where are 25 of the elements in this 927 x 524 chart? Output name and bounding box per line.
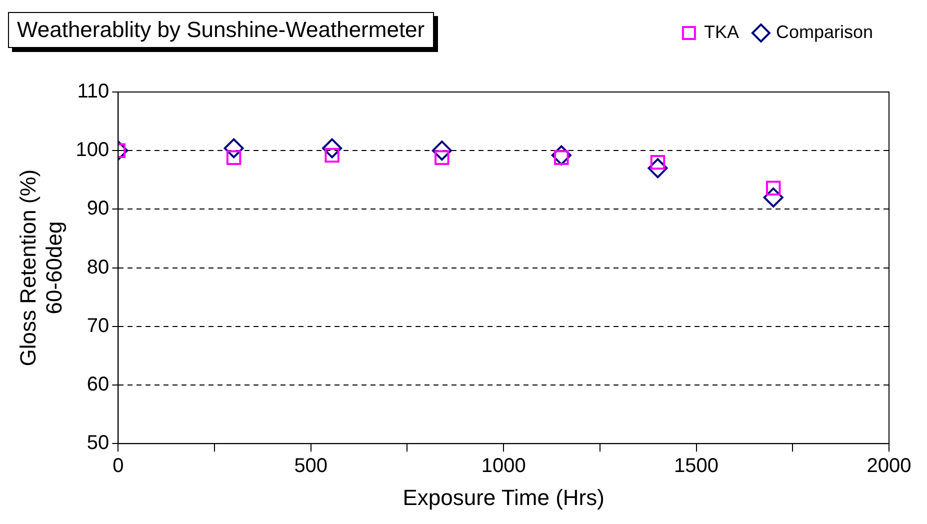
y-tick-label: 50 <box>86 432 110 454</box>
point <box>551 145 572 166</box>
point <box>763 187 784 208</box>
x-axis-title: Exposure Time (Hrs) <box>402 484 604 510</box>
x-tick-label: 1000 <box>481 455 526 478</box>
y-tick-label: 70 <box>86 314 110 337</box>
point <box>226 150 242 165</box>
point <box>322 138 342 158</box>
x-tick-label: 500 <box>294 455 328 478</box>
y-tick-label: 80 <box>86 256 110 278</box>
x-tick-label: 2000 <box>866 455 912 478</box>
point <box>648 158 668 178</box>
legend-label: Comparison <box>776 22 874 42</box>
point <box>432 140 452 161</box>
y-tick-label: 100 <box>76 139 110 162</box>
x-tick-label: 0 <box>112 455 124 478</box>
y-tick-label: 90 <box>86 198 110 220</box>
legend-label: TKA <box>704 22 739 42</box>
x-tick-label: 1500 <box>674 455 719 478</box>
point <box>224 138 244 158</box>
y-tick-label: 110 <box>77 80 110 103</box>
y-tick-label: 60 <box>86 374 110 396</box>
point <box>766 180 781 196</box>
chart-title: Weatherablity by Sunshine-Weathermeter <box>8 12 434 48</box>
y-axis-title: Gloss Retention (%) 60-60deg <box>15 169 67 366</box>
